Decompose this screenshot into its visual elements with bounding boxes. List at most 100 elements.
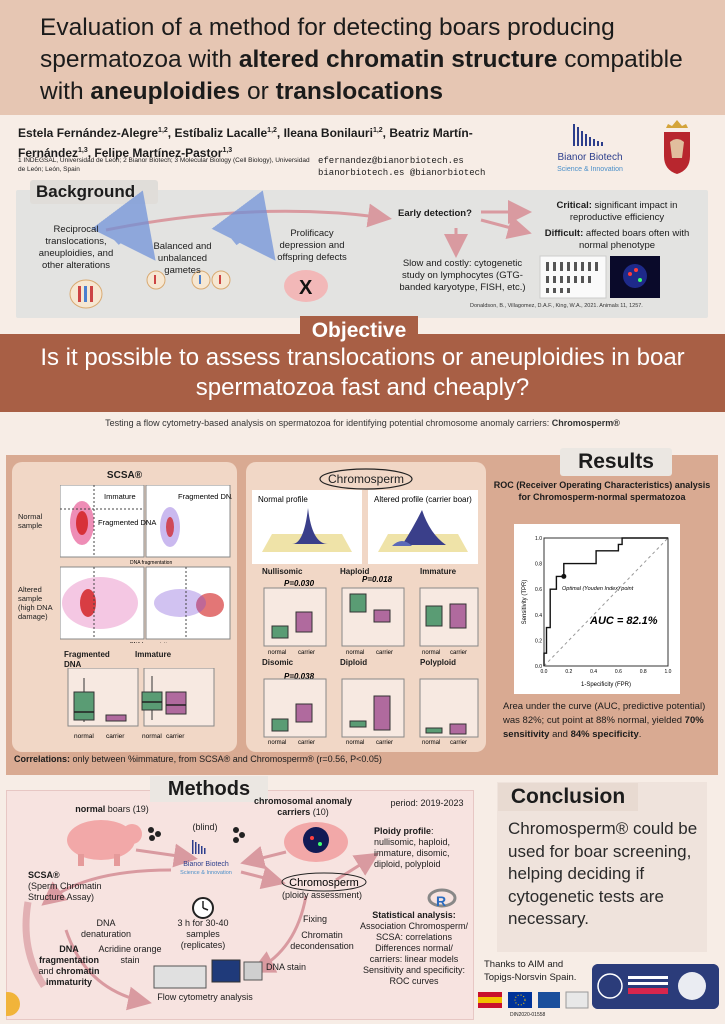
methods-scsa: SCSA® (Sperm Chromatin Structure Assay): [28, 870, 102, 902]
svg-text:Science & Innovation: Science & Innovation: [557, 166, 623, 173]
chromosperm-3d-profiles: Normal profile Altered profile (carrier …: [252, 490, 478, 564]
roc-y-tick: 0.2: [535, 638, 542, 644]
bg-citation: Donaldson, B., Villagomez, D.A.F., King,…: [470, 303, 643, 309]
svg-text:Chromosperm: Chromosperm: [289, 877, 359, 889]
svg-text:normal: normal: [422, 740, 440, 746]
svg-text:normal: normal: [74, 733, 94, 740]
roc-x-tick: 0.0: [541, 669, 548, 675]
sun-logo-icon: [6, 992, 20, 1016]
scsa-heading: SCSA®: [106, 470, 143, 481]
roc-auc-label: AUC = 82.1%: [589, 615, 658, 627]
methods-diagram: Bianor Biotech Science & Innovation Chro…: [6, 820, 457, 1016]
scsa-normal-label: Normal sample: [18, 512, 43, 530]
scsa-boxplot-title: Fragmented DNA: [64, 650, 110, 669]
boxplot-immature: normal carrier: [141, 668, 215, 740]
sperm-icon: [148, 827, 245, 843]
roc-xlabel: 1-Specificity (FPR): [581, 682, 631, 688]
author-list: Estela Fernández-Alegre1,2, Estíbaliz La…: [18, 126, 473, 160]
methods-outcome: DNA fragmentation and chromatin immaturi…: [38, 944, 100, 987]
bianor-small-logo: [192, 840, 206, 854]
methods-decondensation: Chromatin decondensation: [290, 930, 354, 951]
objective-question: Is it possible to assess translocations …: [40, 344, 685, 401]
svg-text:carrier: carrier: [450, 650, 467, 656]
svg-text:carrier: carrier: [298, 650, 315, 656]
funding-logos: [478, 991, 589, 1009]
roc-x-tick: 1.0: [665, 669, 672, 675]
university-crest-icon: [664, 120, 690, 174]
title-banner: [0, 0, 725, 115]
roc-x-tick: 0.6: [615, 669, 622, 675]
svg-text:P=0.018: P=0.018: [362, 576, 393, 584]
bg-reciprocal-text: Reciprocal translocations, aneuploidies,…: [38, 224, 114, 271]
results-heading: Results: [560, 448, 672, 476]
methods-blind: (blind): [192, 822, 218, 832]
boxplot-title-diploid: Diploid: [340, 658, 368, 667]
svg-text:Normal profile: Normal profile: [258, 495, 308, 504]
pig-cross-icon: X: [284, 270, 328, 302]
svg-text:R: R: [436, 893, 446, 909]
scsa-boxplot-title: Immature: [135, 650, 172, 659]
bg-difficult-text: Difficult: affected boars often with nor…: [544, 228, 690, 251]
chromosperm-small-logo: Chromosperm: [281, 872, 367, 892]
fish-image: [610, 256, 660, 298]
chromosperm-logo: Chromosperm: [319, 468, 413, 490]
roc-curve: [543, 537, 668, 666]
methods-ploidy-profile: Ploidy profile: nullisomic, haploid, imm…: [374, 826, 451, 869]
social-link[interactable]: bianorbiotech.es @bianorbiotech: [318, 168, 486, 178]
roc-optimal-point: [561, 573, 567, 579]
svg-text:P=0.030: P=0.030: [284, 579, 315, 588]
objective-heading: Objective: [300, 316, 418, 346]
methods-acridine: Acridine orange stain: [98, 944, 162, 965]
bg-gametes-text: Balanced and unbalanced gametes: [153, 241, 212, 276]
author-name: Ileana Bonilauri: [283, 126, 373, 140]
svg-text:carrier: carrier: [166, 733, 185, 740]
svg-text:normal: normal: [422, 650, 440, 656]
roc-y-tick: 0.8: [535, 562, 542, 568]
svg-text:carrier: carrier: [298, 740, 315, 746]
bianor-biotech-logo: Bianor Biotech Science & Innovation: [557, 124, 623, 173]
roc-chart: AUC = 82.1% Optimal (Youden Index) point…: [522, 536, 672, 688]
r-logo-icon: R: [427, 888, 457, 909]
svg-text:normal: normal: [268, 650, 286, 656]
scsa-flow-plots: Immature Fragmented DNA Fragmented DNA D…: [60, 485, 232, 643]
methods-normal-boars: normal boars (19): [75, 804, 149, 814]
methods-heading: Methods: [150, 776, 268, 802]
scsa-boxplots: normal carrier normal carrier: [67, 668, 215, 740]
svg-text:Immature: Immature: [104, 492, 136, 501]
svg-text:normal: normal: [346, 740, 364, 746]
methods-carriers: chromosomal anomaly carriers (10): [253, 796, 353, 817]
svg-text:carrier: carrier: [106, 733, 125, 740]
acknowledgements: Thanks to AIM and Topigs-Norsvin Spain.: [484, 959, 577, 983]
boxplot-title-nullisomic: Nullisomic: [262, 567, 303, 576]
roc-y-tick: 0.4: [535, 613, 542, 619]
methods-stats: Statistical analysis: Association Chromos…: [359, 910, 469, 986]
scatter-cloud-altered: [62, 577, 224, 629]
roc-x-tick: 0.8: [640, 669, 647, 675]
funding-id: DIN2020-01558: [510, 1012, 546, 1018]
svg-text:carrier: carrier: [450, 740, 467, 746]
roc-x-tick: 0.4: [590, 669, 597, 675]
methods-dna-stain: DNA stain: [265, 962, 307, 972]
chromosome-tube-icon: [69, 279, 103, 309]
contact-info: efernandez@bianorbiotech.es bianorbiotec…: [318, 155, 485, 179]
svg-text:Chromosperm: Chromosperm: [328, 472, 404, 486]
bg-early-detection: Early detection?: [398, 208, 472, 219]
correlations-text: Correlations: only between %immature, fr…: [14, 754, 382, 764]
email-link[interactable]: efernandez@bianorbiotech.es: [318, 156, 464, 166]
svg-text:Science & Innovation: Science & Innovation: [180, 870, 232, 876]
methods-ploidy-assessment: (ploidy assessment): [281, 890, 363, 900]
conclusion-text: Chromosperm® could be used for boar scre…: [508, 819, 698, 928]
flow-cytometer-icon: [153, 959, 263, 989]
clock-icon: [192, 897, 214, 919]
svg-text:DNA fragmentation: DNA fragmentation: [130, 642, 172, 643]
roc-y-tick: 1.0: [535, 536, 542, 542]
objective-section: [0, 334, 725, 412]
boxplot-title-polyploid: Polyploid: [420, 658, 456, 667]
chromosperm-boxplots: P=0.030 P=0.018 P=0.038 normal carrier no…: [263, 576, 479, 746]
svg-text:carrier: carrier: [376, 740, 393, 746]
bg-slow-text: Slow and costly: cytogenetic study on ly…: [399, 258, 526, 293]
methods-dna-denaturation: DNA denaturation: [80, 918, 132, 939]
background-arrows: X: [69, 190, 660, 309]
bg-critical-text: Critical: significant impact in reproduc…: [556, 200, 678, 223]
author-name: Beatriz Martín-Fernández: [18, 126, 473, 160]
